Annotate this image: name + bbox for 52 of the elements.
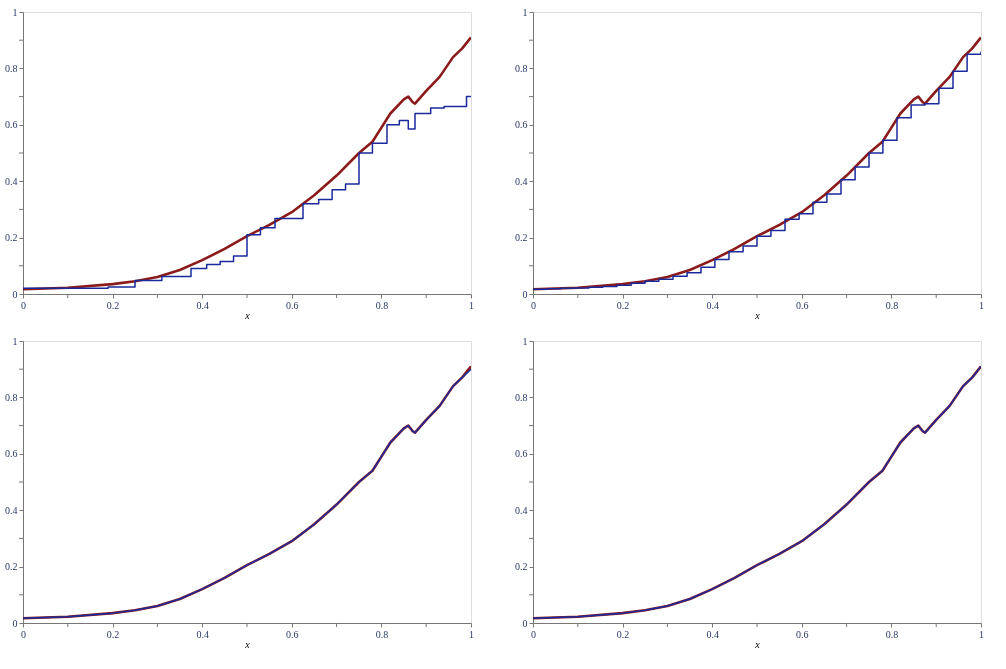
y-tick-label: 0.2 [515, 232, 528, 244]
x-tick-label: 0.6 [796, 299, 809, 311]
x-tick-label: 1 [469, 628, 474, 640]
x-tick-label: 0.8 [375, 628, 389, 640]
y-tick-label: 0.8 [5, 62, 18, 74]
y-tick-label: 0.4 [5, 175, 18, 187]
y-tick-label: 0.4 [5, 504, 18, 516]
y-tick-label: 0.6 [5, 119, 18, 131]
y-tick-label: 0.2 [5, 232, 18, 244]
x-tick-label: 0.8 [375, 299, 389, 311]
x-tick-label: 0 [21, 299, 26, 311]
y-tick-label: 0.4 [515, 175, 528, 187]
y-tick-label: 0 [522, 617, 528, 629]
x-tick-label: 0.4 [196, 299, 209, 311]
y-tick-label: 0.8 [515, 391, 528, 403]
x-tick-label: 0.8 [885, 628, 899, 640]
x-tick-label: 0.4 [196, 628, 209, 640]
x-tick-label: 0.6 [286, 299, 299, 311]
x-tick-label: 0.2 [106, 299, 120, 311]
y-tick-label: 0.4 [515, 504, 528, 516]
y-tick-label: 0.6 [5, 448, 18, 460]
y-tick-label: 0.2 [515, 561, 528, 573]
x-tick-label: 0 [531, 628, 536, 640]
x-tick-label: 0.4 [706, 628, 719, 640]
y-tick-label: 0.2 [5, 561, 18, 573]
x-axis-title: x [244, 309, 251, 321]
x-tick-label: 0.2 [106, 628, 120, 640]
x-axis-title: x [754, 309, 761, 321]
x-tick-label: 0 [21, 628, 26, 640]
x-tick-label: 0.6 [286, 628, 299, 640]
y-tick-label: 1 [12, 335, 18, 347]
x-axis-title: x [244, 638, 251, 650]
y-tick-label: 0.8 [5, 391, 18, 403]
x-tick-label: 0.2 [616, 299, 630, 311]
y-tick-label: 0.8 [515, 62, 528, 74]
y-tick-label: 0.6 [515, 119, 528, 131]
y-tick-label: 0.6 [515, 448, 528, 460]
x-tick-label: 0.2 [616, 628, 630, 640]
x-tick-label: 0.6 [796, 628, 809, 640]
x-tick-label: 0.8 [885, 299, 899, 311]
x-tick-label: 0.4 [706, 299, 719, 311]
y-tick-label: 0 [522, 288, 528, 300]
x-tick-label: 1 [979, 628, 984, 640]
y-tick-label: 1 [12, 6, 18, 18]
x-axis-title: x [754, 638, 761, 650]
y-tick-label: 1 [522, 6, 528, 18]
x-tick-label: 0 [531, 299, 536, 311]
x-tick-label: 1 [979, 299, 984, 311]
x-tick-label: 1 [469, 299, 474, 311]
y-tick-label: 0 [12, 288, 18, 300]
y-tick-label: 1 [522, 335, 528, 347]
y-tick-label: 0 [12, 617, 18, 629]
